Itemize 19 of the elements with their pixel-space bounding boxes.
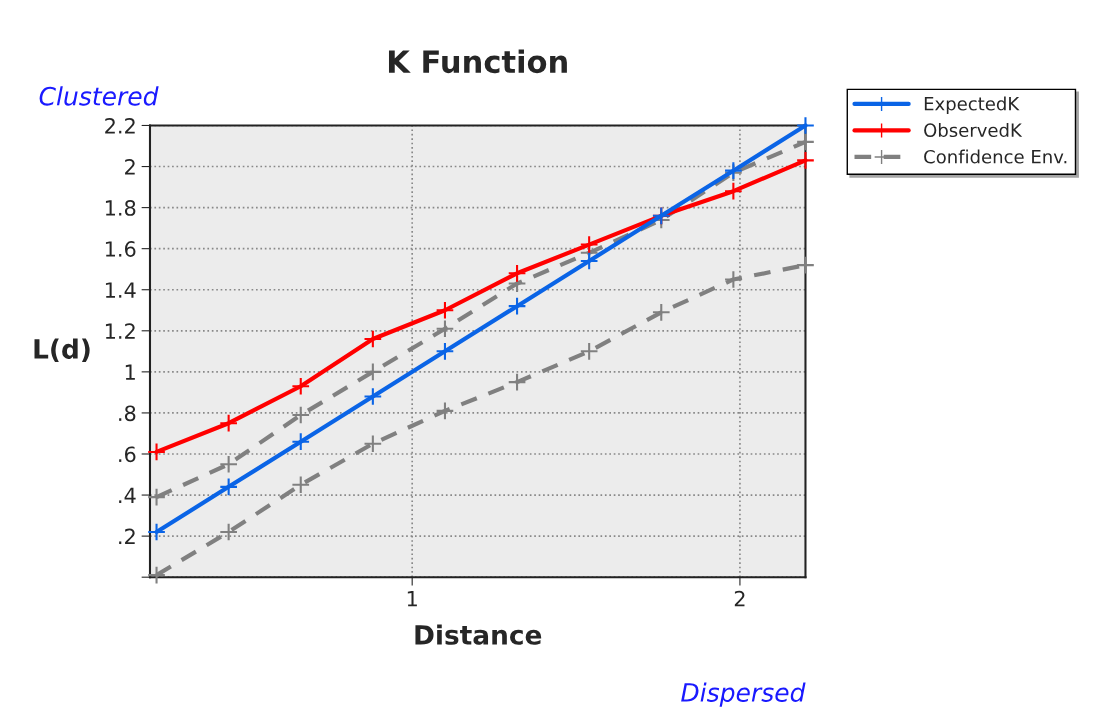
y-tick-label: 1.4 — [105, 282, 136, 298]
y-tick-label: 2 — [125, 158, 135, 175]
legend-label: ObservedK — [924, 123, 1023, 138]
legend-label: ExpectedK — [924, 96, 1020, 115]
chart-title: K Function — [388, 49, 567, 74]
y-tick-label: 1.6 — [105, 241, 136, 257]
y-tick-label: 1.2 — [105, 323, 135, 339]
y-tick-label: 1 — [125, 364, 135, 380]
y-tick-label: .8 — [119, 405, 136, 422]
text: Clustered — [39, 86, 159, 106]
legend-label: Confidence Env. — [924, 149, 1067, 164]
y-tick-label: 1.8 — [105, 200, 136, 216]
y-tick-label: .2 — [119, 528, 135, 545]
text: Dispersed — [681, 682, 806, 707]
y-tick-label: 2.2 — [105, 117, 135, 134]
x-axis-title: Distance — [415, 624, 542, 645]
y-tick-label: .4 — [119, 487, 136, 503]
y-tick-label: .6 — [119, 446, 136, 463]
y-axis-title: L(d) — [34, 338, 90, 363]
